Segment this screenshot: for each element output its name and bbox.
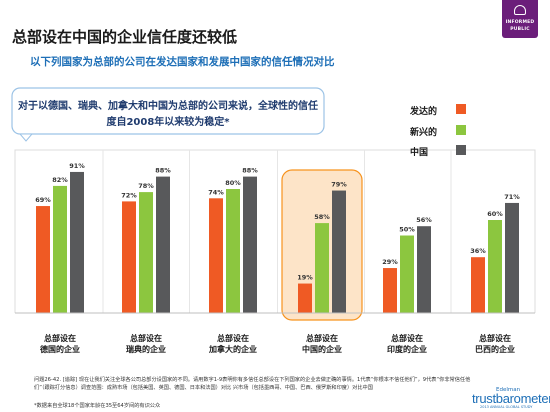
chart-frame xyxy=(14,149,536,313)
bar-emerging xyxy=(139,192,153,313)
category-label-line: 德国的企业 xyxy=(40,345,80,354)
bar-emerging xyxy=(400,235,414,313)
person-icon xyxy=(514,5,526,15)
bar-value-label: 56% xyxy=(416,216,432,224)
bar-china xyxy=(417,226,431,313)
bar-developed xyxy=(122,201,136,313)
brand-logo: trustbarometer xyxy=(472,391,550,406)
badge-line-2: PUBLIC xyxy=(510,27,530,32)
bar-value-label: 50% xyxy=(399,226,415,234)
badge-line-1: INFORMED xyxy=(505,20,535,25)
bar-value-label: 69% xyxy=(35,196,51,204)
bar-value-label: 58% xyxy=(314,213,330,221)
bar-emerging xyxy=(315,223,329,313)
callout-text: 对于以德国、瑞典、加拿大和中国为总部的公司来说，全球性的信任度自2008年以来较… xyxy=(18,101,318,128)
category-label-line: 总部设在 xyxy=(391,334,423,343)
legend-swatch-emerging xyxy=(456,125,466,135)
category-label: 总部设在 德国的企业 xyxy=(20,333,100,355)
category-label: 总部设在 印度的企业 xyxy=(367,333,447,355)
bar-value-label: 82% xyxy=(52,176,68,184)
category-label-line: 总部设在 xyxy=(479,334,511,343)
bar-emerging xyxy=(226,189,240,313)
callout-box xyxy=(11,87,325,135)
bar-value-label: 88% xyxy=(155,167,171,175)
informed-public-badge: INFORMED PUBLIC xyxy=(502,0,538,38)
bar-developed xyxy=(298,283,312,313)
category-label: 总部设在 瑞典的企业 xyxy=(106,333,186,355)
bar-china xyxy=(505,202,519,313)
legend-swatch-china xyxy=(456,145,466,155)
page-subtitle: 以下列国家为总部的公司在发达国家和发展中国家的信任情况对比 xyxy=(30,56,335,68)
category-label-line: 瑞典的企业 xyxy=(126,345,166,354)
category-label-line: 印度的企业 xyxy=(387,345,427,354)
bar-value-label: 74% xyxy=(208,188,224,196)
bar-china xyxy=(70,171,84,313)
bar-value-label: 78% xyxy=(138,182,154,190)
category-label: 总部设在 中国的企业 xyxy=(282,333,362,355)
bar-value-label: 71% xyxy=(504,193,520,201)
bar-value-label: 88% xyxy=(242,167,258,175)
bar-value-label: 29% xyxy=(382,258,398,266)
bar-value-label: 60% xyxy=(487,210,503,218)
category-label: 总部设在加拿大的企业 xyxy=(193,333,273,355)
bar-china xyxy=(156,176,170,313)
brand-tagline: 2013 ANNUAL GLOBAL STUDY xyxy=(480,405,533,409)
legend-label-developed: 发达的 xyxy=(410,107,438,117)
bar-value-label: 72% xyxy=(121,191,137,199)
bar-emerging xyxy=(53,185,67,313)
category-label-line: 中国的企业 xyxy=(302,345,342,354)
category-label-line: 总部设在 xyxy=(217,334,249,343)
category-label-line: 巴西的企业 xyxy=(475,345,515,354)
bar-developed xyxy=(383,268,397,313)
bar-value-label: 36% xyxy=(470,247,486,255)
category-label-line: 总部设在 xyxy=(306,334,338,343)
legend-swatch-developed xyxy=(456,104,466,114)
category-label: 总部设在 巴西的企业 xyxy=(455,333,535,355)
bar-value-label: 79% xyxy=(331,181,347,189)
bar-emerging xyxy=(488,220,502,313)
legend-label-china: 中国 xyxy=(410,148,429,158)
footnote: 问题26-42. [追踪] 现在让我们关注全球各公司总部分设国家的不同。请用数字… xyxy=(34,377,471,391)
category-label-line: 总部设在 xyxy=(44,334,76,343)
brand-edelman: Edelman xyxy=(496,387,521,393)
footnote-sample: *数据来自全球18个国家年龄在35至64岁间的有识公众 xyxy=(34,403,161,409)
page-title: 总部设在中国的企业信任度还较低 xyxy=(12,28,238,46)
callout-pointer xyxy=(18,133,34,142)
bar-china xyxy=(332,190,346,313)
bar-value-label: 91% xyxy=(69,162,85,170)
bar-developed xyxy=(209,198,223,313)
bar-china xyxy=(243,176,257,313)
bar-value-label: 80% xyxy=(225,179,241,187)
bar-value-label: 19% xyxy=(297,274,313,282)
category-label-line: 加拿大的企业 xyxy=(209,345,257,354)
bar-developed xyxy=(471,257,485,313)
category-label-line: 总部设在 xyxy=(130,334,162,343)
bar-developed xyxy=(36,206,50,313)
legend-label-emerging: 新兴的 xyxy=(410,128,438,138)
